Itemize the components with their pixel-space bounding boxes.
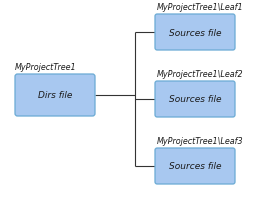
FancyBboxPatch shape [15,75,95,116]
Text: Sources file: Sources file [169,28,221,37]
Text: MyProjectTree1\Leaf2: MyProjectTree1\Leaf2 [157,70,244,79]
Text: Sources file: Sources file [169,162,221,171]
FancyBboxPatch shape [155,82,235,117]
Text: MyProjectTree1: MyProjectTree1 [15,63,77,72]
FancyBboxPatch shape [155,15,235,51]
Text: Sources file: Sources file [169,95,221,104]
Text: MyProjectTree1\Leaf1: MyProjectTree1\Leaf1 [157,3,244,12]
Text: Dirs file: Dirs file [38,91,72,100]
Text: MyProjectTree1\Leaf3: MyProjectTree1\Leaf3 [157,136,244,145]
FancyBboxPatch shape [155,148,235,184]
